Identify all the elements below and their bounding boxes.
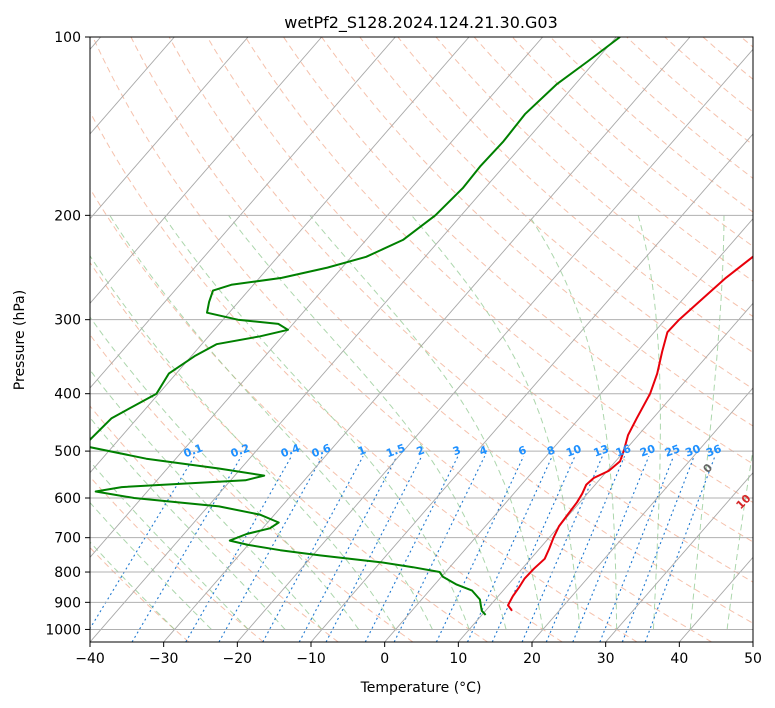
mixing-ratio-lines — [90, 455, 716, 642]
y-tick-label: 400 — [54, 387, 81, 403]
dry-adiabat-line — [321, 37, 753, 427]
isotherm-line — [310, 133, 753, 642]
x-axis-label: Temperature (°C) — [360, 680, 482, 696]
isotherm-line — [531, 387, 753, 642]
mixing-ratio-label: 3 — [451, 443, 463, 458]
mixing-ratio-label: 0.4 — [279, 441, 302, 460]
isotherm-line — [90, 37, 323, 304]
x-tick-label: −40 — [75, 651, 105, 667]
x-tick-label: 40 — [670, 651, 688, 667]
moist-adiabat-line — [90, 541, 175, 630]
moist-adiabat-line — [109, 215, 433, 630]
y-tick-label: 600 — [54, 491, 81, 507]
y-axis-label: Pressure (hPa) — [12, 290, 28, 390]
y-tick-label: 200 — [54, 208, 81, 224]
mixing-ratio-label: 0.2 — [229, 441, 252, 460]
dry-adiabat-line — [168, 37, 753, 583]
isotherm-line — [90, 37, 249, 220]
mixing-ratio-line — [572, 455, 650, 642]
mixing-ratio-line — [491, 455, 576, 642]
mixing-ratio-line — [644, 456, 716, 642]
mixing-ratio-line — [262, 455, 364, 642]
x-tick-label: 20 — [523, 651, 541, 667]
dry-adiabat-line — [90, 110, 638, 642]
mixing-ratio-line — [621, 455, 695, 642]
x-tick-label: 0 — [380, 651, 389, 667]
y-tick-label: 500 — [54, 444, 81, 460]
dry-adiabat-line — [397, 37, 753, 354]
mixing-ratio-line — [185, 455, 292, 642]
dewpoint-profile-line — [90, 37, 621, 616]
isotherm-line — [90, 37, 470, 474]
dry-adiabat-line — [359, 37, 753, 390]
mixing-ratio-line — [131, 455, 242, 642]
mixing-ratio-label: 0.1 — [182, 441, 205, 460]
mixing-ratio-label: 1.5 — [384, 441, 407, 460]
mixing-ratio-line — [521, 455, 603, 642]
chart-title: wetPf2_S128.2024.124.21.30.G03 — [284, 13, 558, 33]
dry-adiabat-line — [244, 37, 753, 504]
dry-adiabat-line — [511, 37, 753, 247]
y-tick-label: 100 — [54, 30, 81, 46]
isotherm-line — [752, 641, 753, 642]
x-axis-ticks: −40 −30 −20 −10 0 10 20 30 40 50 — [75, 642, 762, 667]
temperature-profile-line — [507, 255, 753, 612]
mixing-ratio-line — [90, 455, 195, 630]
mixing-ratio-label: 2 — [415, 443, 427, 458]
mixing-ratio-label: 13 — [592, 442, 611, 459]
plot-area: -100-90-80-70-60-50-40-30-20-100.10.20.4… — [90, 37, 753, 642]
isotherm-line — [605, 471, 753, 642]
mixing-ratio-label: 16 — [614, 442, 633, 460]
x-tick-label: 10 — [449, 651, 467, 667]
mixing-ratio-line — [545, 455, 626, 642]
mixing-ratio-line — [435, 455, 525, 642]
isotherm-line — [163, 37, 691, 642]
dry-adiabat-line — [90, 187, 563, 642]
dry-adiabat-line — [473, 37, 753, 282]
dry-adiabat-line — [130, 37, 753, 624]
isotherm-line — [236, 48, 753, 642]
dry-adiabat-line — [92, 37, 712, 642]
isotherm-line — [90, 37, 396, 389]
moist-adiabat-line — [90, 501, 212, 630]
isotherm-line — [90, 37, 617, 642]
skewed-isotherms — [90, 37, 753, 642]
x-tick-label: −30 — [149, 651, 179, 667]
mixing-ratio-label: 25 — [663, 442, 682, 459]
y-tick-label: 700 — [54, 531, 81, 547]
mixing-ratio-label: 1 — [356, 443, 368, 458]
x-tick-label: −10 — [296, 651, 326, 667]
y-tick-label: 800 — [54, 565, 81, 581]
line-labels: -100-90-80-70-60-50-40-30-20-100.10.20.4… — [182, 441, 753, 512]
plot-frame — [89, 36, 754, 643]
mixing-ratio-label: 30 — [684, 442, 703, 460]
dry-adiabat-line — [90, 476, 264, 642]
mixing-ratio-label: 4 — [478, 443, 490, 458]
isotherm-line — [457, 302, 753, 642]
y-tick-label: 300 — [54, 313, 81, 329]
profile-series — [90, 37, 753, 616]
isotherm-line — [384, 217, 753, 642]
isobars — [90, 37, 753, 630]
plot-background — [90, 37, 753, 642]
y-axis-ticks: 100 200 300 400 500 600 700 800 900 1000 — [45, 30, 90, 638]
x-tick-label: 50 — [744, 651, 762, 667]
mixing-ratio-label: 0.6 — [310, 441, 333, 460]
mixing-ratio-label: 8 — [545, 443, 557, 458]
mixing-ratio-line — [467, 455, 553, 642]
moist-adiabat-line — [90, 254, 397, 630]
mixing-ratio-label: 6 — [517, 443, 529, 458]
mixing-ratio-label: 20 — [638, 442, 657, 460]
y-tick-label: 1000 — [45, 622, 81, 638]
mixing-ratio-label: 36 — [704, 442, 723, 460]
isotherm-line — [90, 37, 544, 559]
x-tick-label: −20 — [223, 651, 253, 667]
dry-adiabat-line — [550, 37, 753, 213]
x-tick-label: 30 — [597, 651, 615, 667]
mixing-ratio-label: 10 — [564, 442, 583, 460]
mixing-ratio-line — [599, 455, 675, 642]
dry-adiabat-line — [90, 333, 414, 642]
y-tick-label: 900 — [54, 595, 81, 611]
